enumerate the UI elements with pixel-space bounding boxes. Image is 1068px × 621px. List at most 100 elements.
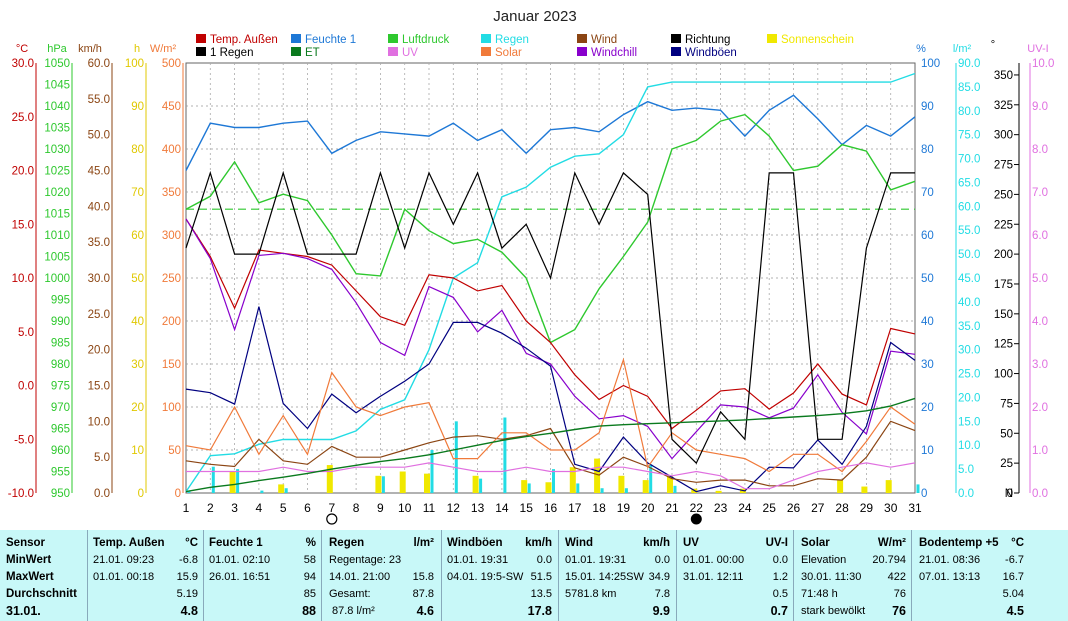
y-tick-label-lm2: 30.0: [958, 345, 980, 357]
y-tick-label-uvi: 8.0: [1032, 144, 1048, 156]
y-tick-label-hpa: 1015: [44, 209, 70, 221]
y-tick-label-hpa: 1030: [44, 144, 70, 156]
uv-min-value: 0.0: [772, 554, 788, 566]
solar-condition: stark bewölkt: [801, 605, 866, 617]
y-tick-label-hpa: 985: [51, 338, 70, 350]
y-tick-label-kmh: 25.0: [88, 309, 110, 321]
stats-col-uv: UV UV-I 01.01. 00:00 0.0 31.01. 12:11 1.…: [676, 530, 794, 621]
hum-header: Feuchte 1: [209, 537, 263, 549]
x-tick-label: 9: [377, 501, 384, 515]
y-tick-label-wm2: 250: [162, 273, 181, 285]
rain-bar: [187, 491, 191, 493]
rain-bar: [649, 464, 653, 493]
stats-col-rain: Regen l/m² Regentage: 23 14.01. 21:00 15…: [321, 530, 442, 621]
y-tick-label-h: 40: [131, 316, 144, 328]
y-tick-label-pct: 30: [921, 359, 934, 371]
y-tick-label-uvi: 5.0: [1032, 273, 1048, 285]
soil-unit: °C: [1011, 537, 1024, 549]
rain-total-value: 87.8: [412, 588, 434, 600]
rain-bar: [600, 488, 604, 493]
legend-label: Sonnenschein: [781, 34, 854, 46]
y-tick-label-h: 60: [131, 230, 144, 242]
hum-max-value: 94: [303, 571, 316, 583]
y-tick-label-wm2: 350: [162, 187, 181, 199]
soil-min-ts: 21.01. 08:36: [919, 554, 981, 566]
legend-label: 1 Regen: [210, 47, 253, 59]
wind-avg: 7.8: [654, 588, 670, 600]
x-tick-label: 30: [884, 501, 898, 515]
y-tick-label-pct: 20: [921, 402, 934, 414]
y-tick-label-lm2: 20.0: [958, 392, 980, 404]
y-tick-label-h: 10: [131, 445, 144, 457]
y-tick-label-hpa: 1040: [44, 101, 70, 113]
gust-min-ts: 01.01. 19:31: [447, 554, 509, 566]
series-line-windb-en: [185, 306, 916, 493]
temp-current: 4.8: [180, 604, 198, 618]
sunshine-bar: [667, 475, 673, 493]
axes: 30.025.020.015.010.05.00.0-5.0-10.010501…: [8, 58, 1054, 525]
sunshine-bar: [472, 475, 479, 493]
x-tick-label: 10: [398, 501, 412, 515]
x-tick-label: 4: [256, 501, 263, 515]
solar-max-value: 422: [887, 571, 906, 583]
solar-elevation-value: 20.794: [872, 554, 906, 566]
x-tick-label: 22: [690, 501, 704, 515]
y-tick-label-deg: 0: [1007, 488, 1013, 500]
sensor-header: Sensor: [6, 537, 45, 549]
x-tick-label: 26: [787, 501, 801, 515]
y-tick-label-lm2: 50.0: [958, 249, 980, 261]
uv-max-ts: 31.01. 12:11: [683, 571, 744, 583]
y-tick-label-temp: -5.0: [14, 434, 34, 446]
legend-swatch: [481, 34, 491, 43]
hum-min-ts: 01.01. 02:10: [209, 554, 271, 566]
legend-swatch: [291, 34, 301, 43]
x-tick-label: 8: [353, 501, 360, 515]
x-tick-label: 27: [811, 501, 825, 515]
rain-bar: [503, 417, 507, 493]
x-tick-label: 23: [714, 501, 728, 515]
series-line-et: [185, 397, 916, 493]
rain-max-value: 15.8: [412, 571, 434, 583]
x-tick-label: 20: [641, 501, 655, 515]
wind-unit: km/h: [643, 537, 670, 549]
y-tick-label-lm2: 85.0: [958, 82, 980, 94]
legend-swatch: [196, 34, 206, 43]
y-tick-label-kmh: 5.0: [94, 452, 110, 464]
sunshine-bar: [642, 480, 649, 493]
avg-label: Durchschnitt: [6, 588, 77, 600]
soil-avg: 5.04: [1002, 588, 1024, 600]
x-tick-label: 19: [617, 501, 631, 515]
y-tick-label-deg: 25: [1000, 458, 1013, 470]
y-tick-label-pct: 50: [921, 273, 934, 285]
unit-deg: °: [991, 39, 995, 51]
y-tick-label-uvi: 7.0: [1032, 187, 1048, 199]
wind-min-ts: 01.01. 19:31: [565, 554, 627, 566]
sunshine-bar: [594, 458, 601, 493]
y-tick-label-deg: 250: [994, 189, 1013, 201]
legend-label: Wind: [591, 34, 617, 46]
y-tick-label-deg: 200: [994, 249, 1013, 261]
rain-bar: [381, 476, 385, 493]
wind-current: 9.9: [652, 604, 670, 618]
rain-current: 4.6: [416, 604, 434, 618]
y-tick-label-deg: 100: [994, 369, 1013, 381]
wind-min-value: 0.0: [654, 554, 670, 566]
unit-uvi: UV-I: [1027, 43, 1048, 55]
y-tick-label-uvi: 1.0: [1032, 445, 1048, 457]
series-line-solar: [185, 357, 916, 473]
x-tick-label: 16: [544, 501, 558, 515]
series-line-regen: [185, 72, 916, 492]
x-tick-label: 13: [471, 501, 485, 515]
stats-table: Sensor MinWert MaxWert Durchschnitt 31.0…: [0, 530, 1068, 621]
y-tick-label-deg: 150: [994, 309, 1013, 321]
y-tick-label-lm2: 5.0: [958, 464, 974, 476]
y-tick-label-kmh: 40.0: [88, 201, 110, 213]
solar-avg: 76: [893, 588, 906, 600]
hum-current: 88: [302, 604, 316, 618]
stats-col-gusts: Windböen km/h 01.01. 19:31 0.0 04.01. 19…: [441, 530, 559, 621]
legend-swatch: [671, 34, 681, 43]
rain-total-label: Gesamt:: [329, 588, 371, 600]
y-tick-label-kmh: 55.0: [88, 94, 110, 106]
x-tick-label: 14: [495, 501, 509, 515]
rain-bar: [624, 488, 628, 493]
